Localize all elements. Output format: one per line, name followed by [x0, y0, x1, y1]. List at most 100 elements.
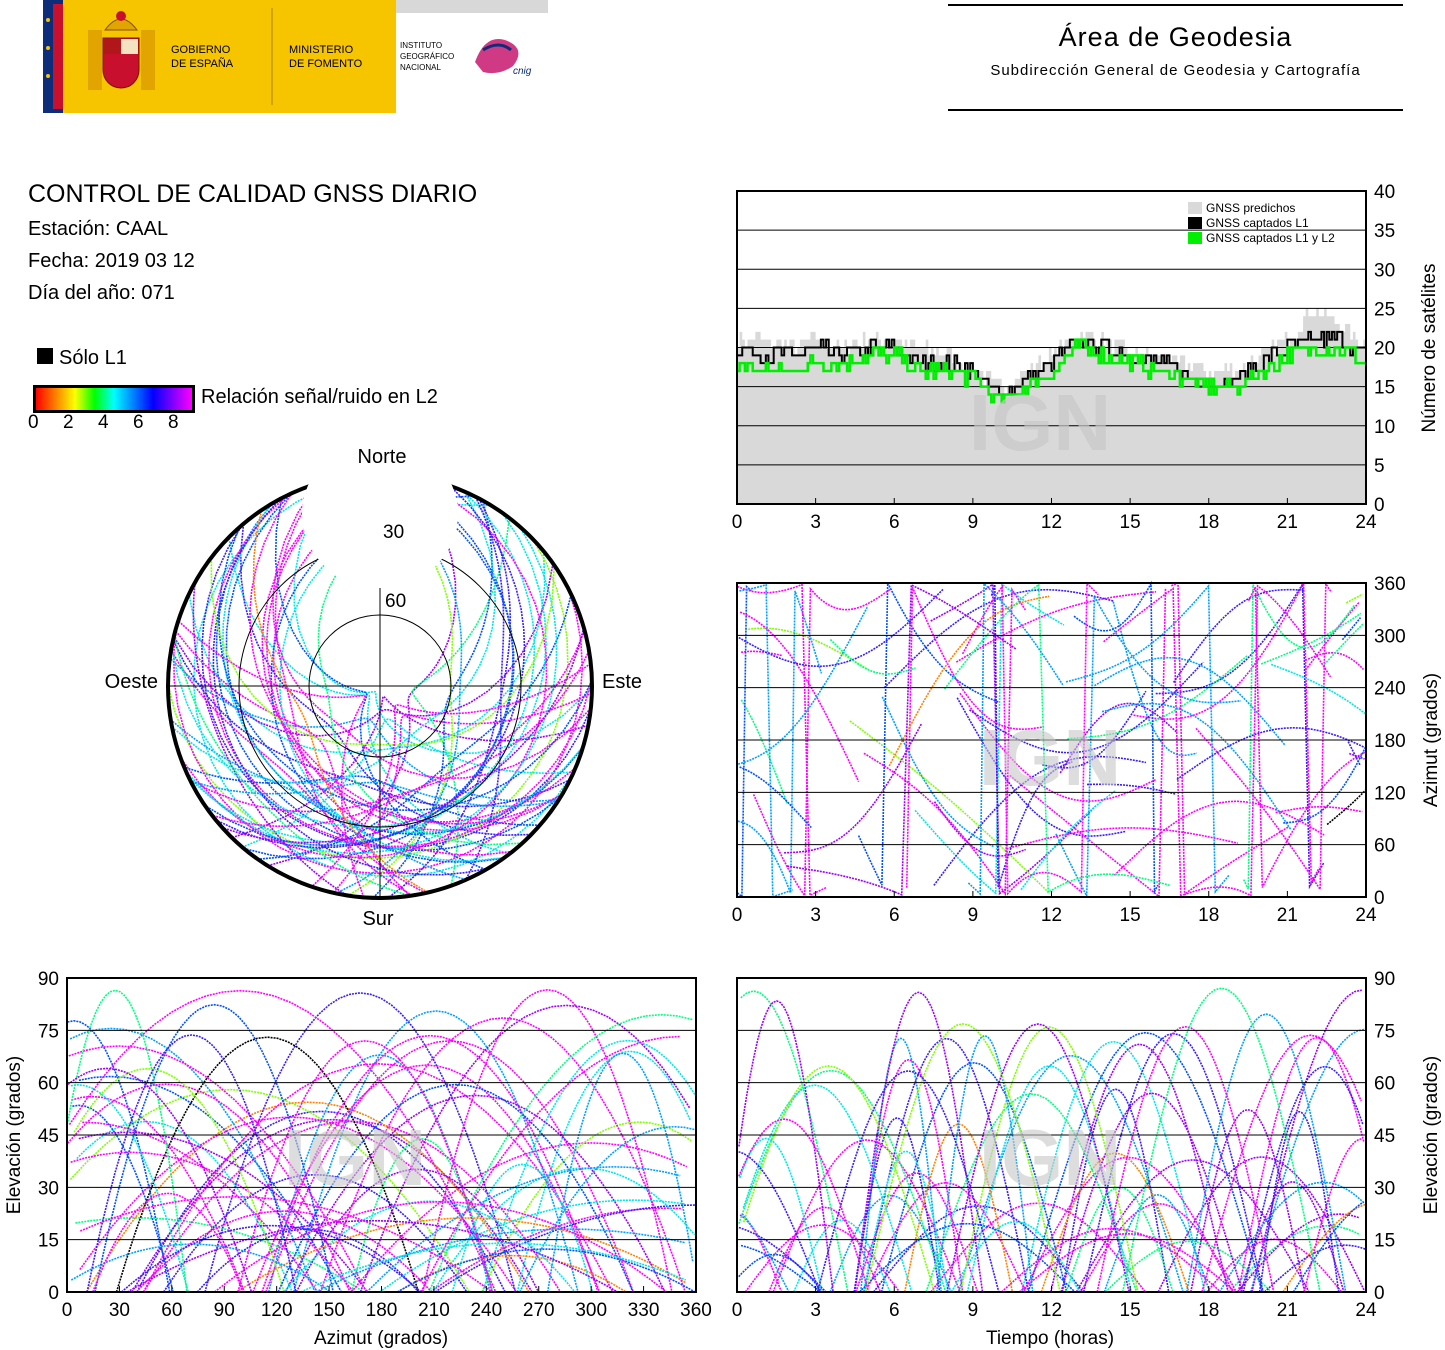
- elt-track: [1050, 1043, 1229, 1293]
- snr-label: Relación señal/ruido en L2: [201, 386, 438, 408]
- azt-track: [787, 583, 1017, 896]
- elt-track: [738, 1226, 827, 1293]
- gray-band: [396, 0, 548, 13]
- elt-track: [1258, 1110, 1340, 1293]
- sky-track: [261, 473, 576, 823]
- azimuth-time-chart: IGN 0 3 6 9 12 15 18 21 24 0 60 120 180 240 300 360 Az…: [732, 574, 1442, 926]
- elt-track: [930, 1202, 1146, 1293]
- azt-xtick-label: 15: [1120, 905, 1141, 926]
- sky-track: [212, 498, 489, 876]
- elt-track: [1242, 1065, 1364, 1293]
- institute-text-1: INSTITUTO: [400, 41, 442, 50]
- azt-track: [1073, 580, 1159, 895]
- azt-track: [857, 582, 999, 886]
- elt-track: [858, 1222, 1076, 1293]
- azt-xtick-label: 21: [1277, 905, 1298, 926]
- ela-track: [300, 1242, 686, 1293]
- azt-track: [737, 606, 868, 765]
- ministry-text-1: MINISTERIO: [289, 44, 354, 56]
- snr-tick-0: 0: [28, 412, 39, 433]
- elt-track: [853, 1117, 941, 1293]
- azt-ytick-label: 300: [1374, 626, 1406, 647]
- sky-track: [170, 719, 467, 881]
- elt-watermark: IGN: [979, 1113, 1121, 1202]
- elt-ytick-label: 90: [1374, 969, 1395, 990]
- sat-ytick-label: 15: [1374, 378, 1395, 399]
- ela-track: [67, 1067, 253, 1293]
- ela-ytick-label: 75: [38, 1021, 59, 1042]
- elt-track: [1201, 1034, 1362, 1293]
- ela-track: [86, 1034, 297, 1293]
- azt-track: [1042, 690, 1147, 769]
- elt-track: [1218, 1181, 1365, 1293]
- elt-track: [1060, 1092, 1243, 1293]
- ela-track: [126, 1219, 619, 1293]
- elt-track: [738, 1150, 821, 1293]
- coat-of-arms-icon: [88, 11, 155, 90]
- ela-track: [94, 1003, 334, 1293]
- azt-track: [752, 586, 891, 899]
- sky-track: [172, 639, 571, 808]
- ela-track: [420, 1035, 680, 1293]
- elt-track: [1103, 1193, 1211, 1293]
- sat-l1-line: [737, 330, 1366, 396]
- skyplot-tracks: [167, 473, 593, 899]
- sky-track: [311, 662, 592, 888]
- only-l1-label: Sólo L1: [59, 347, 127, 369]
- ela-track: [68, 1045, 368, 1293]
- sky-track: [464, 496, 505, 881]
- ela-track: [82, 1121, 319, 1293]
- ela-ytick-label: 15: [38, 1231, 59, 1252]
- ela-track: [482, 1039, 697, 1293]
- elt-track: [1023, 1156, 1234, 1293]
- azt-xtick-label: 0: [732, 905, 743, 926]
- logo-block: GOBIERNO DE ESPAÑA MINISTERIO DE FOMENTO…: [43, 0, 548, 113]
- elt-track: [742, 1084, 913, 1293]
- sky-track: [169, 657, 559, 803]
- area-subtitle: Subdirección General de Geodesia y Carto…: [990, 62, 1361, 79]
- flag-red-strip: [53, 4, 63, 109]
- elt-xtick-label: 21: [1277, 1300, 1298, 1321]
- ela-x-ticks: 0 30 60 90 120 150 180 210 240 270 300 330 360: [62, 1286, 712, 1321]
- azt-track: [1065, 583, 1230, 895]
- sky-track: [173, 634, 411, 897]
- ela-track: [422, 988, 673, 1293]
- elt-track: [1236, 1213, 1360, 1293]
- ela-track: [319, 1017, 686, 1293]
- legend-l1l2-label: GNSS captados L1 y L2: [1206, 231, 1335, 245]
- snr-tick-8: 8: [168, 412, 179, 433]
- elt-track: [1303, 1137, 1363, 1293]
- sky-track: [170, 649, 426, 894]
- azt-track: [1270, 663, 1367, 715]
- sat-ytick-label: 40: [1374, 182, 1395, 203]
- sky-track: [270, 495, 504, 864]
- sat-xtick-label: 12: [1041, 512, 1062, 533]
- elt-xtick-label: 6: [889, 1300, 900, 1321]
- azt-track: [888, 595, 1050, 767]
- azt-xtick-label: 18: [1198, 905, 1219, 926]
- azt-track: [1133, 580, 1320, 886]
- ela-track: [434, 1204, 697, 1293]
- azt-xtick-label: 9: [968, 905, 979, 926]
- azt-track: [737, 590, 823, 894]
- sat-ytick-label: 5: [1374, 456, 1385, 477]
- sky-track: [241, 718, 574, 848]
- sat-xtick-label: 18: [1198, 512, 1219, 533]
- elt-track: [829, 1194, 952, 1293]
- ela-track: [292, 1010, 579, 1293]
- ela-track: [252, 1064, 601, 1293]
- elt-track: [738, 1000, 834, 1293]
- ela-ytick-label: 45: [38, 1126, 59, 1147]
- ela-xlabel: Azimut (grados): [314, 1328, 448, 1349]
- sky-track: [225, 493, 584, 836]
- elt-track: [741, 1213, 790, 1293]
- ela-xtick-label: 0: [62, 1300, 73, 1321]
- azt-track: [740, 699, 788, 804]
- ela-track: [516, 1050, 691, 1293]
- azt-ytick-label: 180: [1374, 731, 1406, 752]
- elt-track: [740, 990, 849, 1293]
- ela-track: [162, 1173, 468, 1293]
- elt-track: [1096, 1025, 1275, 1293]
- elt-ytick-label: 0: [1374, 1283, 1385, 1304]
- azt-track: [1113, 800, 1325, 876]
